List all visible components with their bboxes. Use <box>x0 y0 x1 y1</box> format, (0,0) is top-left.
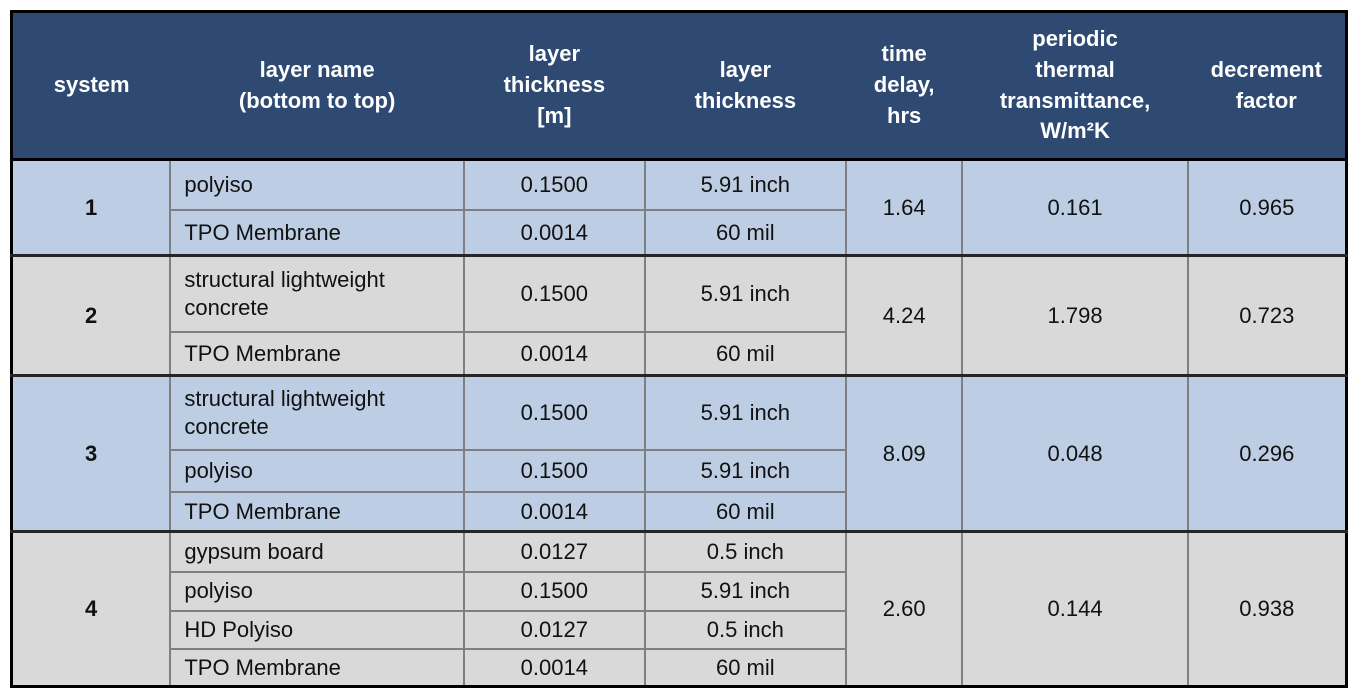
header-cell-transmittance: periodic thermal transmittance, W/m²K <box>962 11 1188 161</box>
header-cell-thickness-m: layer thickness [m] <box>463 11 645 161</box>
transmittance-cell: 0.161 <box>961 158 1189 257</box>
layer-name-cell: polyiso <box>169 158 465 211</box>
thickness-cell: 60 mil <box>643 208 847 257</box>
layer-name-cell: structural lightweight concrete <box>169 254 465 333</box>
thickness-cell: 5.91 inch <box>643 448 847 493</box>
layer-row: TPO Membrane 0.0014 60 mil <box>12 490 1347 533</box>
layer-row: polyiso 0.1500 5.91 inch <box>12 570 1347 612</box>
thickness-cell: 0.5 inch <box>643 609 847 650</box>
thickness-m-cell: 0.0014 <box>462 330 646 377</box>
layer-name-cell: HD Polyiso <box>169 609 465 650</box>
layer-name-cell: TPO Membrane <box>169 647 465 688</box>
time-delay-cell: 4.24 <box>844 254 964 377</box>
layer-row: 2 structural lightweight concrete 0.1500… <box>10 254 1348 377</box>
system-cell: 3 <box>10 374 172 533</box>
layer-row: TPO Membrane 0.0014 60 mil <box>12 330 1347 377</box>
thickness-cell: 0.5 inch <box>643 530 847 573</box>
layer-name-cell: TPO Membrane <box>169 490 465 533</box>
layer-row: TPO Membrane 0.0014 60 mil <box>12 208 1347 257</box>
layer-row: HD Polyiso 0.0127 0.5 inch <box>12 609 1347 650</box>
time-delay-cell: 2.60 <box>844 530 964 688</box>
transmittance-cell: 0.144 <box>961 530 1189 688</box>
layer-row: TPO Membrane 0.0014 60 mil <box>12 647 1347 688</box>
layer-row: 3 structural lightweight concrete 0.1500… <box>10 374 1348 533</box>
layer-name-cell: structural lightweight concrete <box>169 374 465 451</box>
system-cell: 4 <box>10 530 172 688</box>
thickness-m-cell: 0.1500 <box>462 448 646 493</box>
layer-name-cell: polyiso <box>169 448 465 493</box>
thickness-m-cell: 0.0014 <box>462 647 646 688</box>
thickness-m-cell: 0.0127 <box>462 609 646 650</box>
thickness-cell: 60 mil <box>643 330 847 377</box>
header-cell-time-delay: time delay, hrs <box>845 11 963 161</box>
system-group-2: 2 structural lightweight concrete 0.1500… <box>10 254 1348 377</box>
decrement-cell: 0.723 <box>1186 254 1348 377</box>
header-cell-decrement: decrement factor <box>1187 11 1347 161</box>
thickness-m-cell: 0.1500 <box>462 254 646 333</box>
layer-row: 4 gypsum board 0.0127 0.5 inch 2.60 0.14… <box>10 530 1348 688</box>
system-group-1: 1 polyiso 0.1500 5.91 inch 1.64 0.161 0.… <box>10 158 1348 257</box>
thickness-cell: 5.91 inch <box>643 374 847 451</box>
thickness-m-cell: 0.0014 <box>462 490 646 533</box>
table-header: system layer name (bottom to top) layer … <box>11 11 1347 161</box>
header-cell-layer-name: layer name (bottom to top) <box>170 11 464 161</box>
system-cell: 2 <box>10 254 172 377</box>
layer-name-cell: gypsum board <box>169 530 465 573</box>
layer-name-cell: TPO Membrane <box>169 330 465 377</box>
thickness-m-cell: 0.1500 <box>462 158 646 211</box>
thickness-m-cell: 0.0014 <box>462 208 646 257</box>
system-cell: 1 <box>10 158 172 257</box>
layer-name-cell: polyiso <box>169 570 465 612</box>
thickness-m-cell: 0.0127 <box>462 530 646 573</box>
thickness-cell: 5.91 inch <box>643 254 847 333</box>
time-delay-cell: 1.64 <box>844 158 964 257</box>
header-cell-thickness: layer thickness <box>644 11 846 161</box>
thickness-cell: 60 mil <box>643 490 847 533</box>
header-cell-system: system <box>11 11 171 161</box>
transmittance-cell: 1.798 <box>961 254 1189 377</box>
system-group-3: 3 structural lightweight concrete 0.1500… <box>10 374 1348 533</box>
thickness-m-cell: 0.1500 <box>462 570 646 612</box>
thickness-m-cell: 0.1500 <box>462 374 646 451</box>
decrement-cell: 0.938 <box>1186 530 1348 688</box>
roof-systems-table: system layer name (bottom to top) layer … <box>10 10 1348 688</box>
thickness-cell: 60 mil <box>643 647 847 688</box>
thickness-cell: 5.91 inch <box>643 158 847 211</box>
system-group-4: 4 gypsum board 0.0127 0.5 inch 2.60 0.14… <box>10 530 1348 688</box>
decrement-cell: 0.965 <box>1186 158 1348 257</box>
decrement-cell: 0.296 <box>1186 374 1348 533</box>
layer-name-cell: TPO Membrane <box>169 208 465 257</box>
layer-row: 1 polyiso 0.1500 5.91 inch 1.64 0.161 0.… <box>10 158 1348 257</box>
time-delay-cell: 8.09 <box>844 374 964 533</box>
thickness-cell: 5.91 inch <box>643 570 847 612</box>
layer-row: polyiso 0.1500 5.91 inch <box>12 448 1347 493</box>
transmittance-cell: 0.048 <box>961 374 1189 533</box>
